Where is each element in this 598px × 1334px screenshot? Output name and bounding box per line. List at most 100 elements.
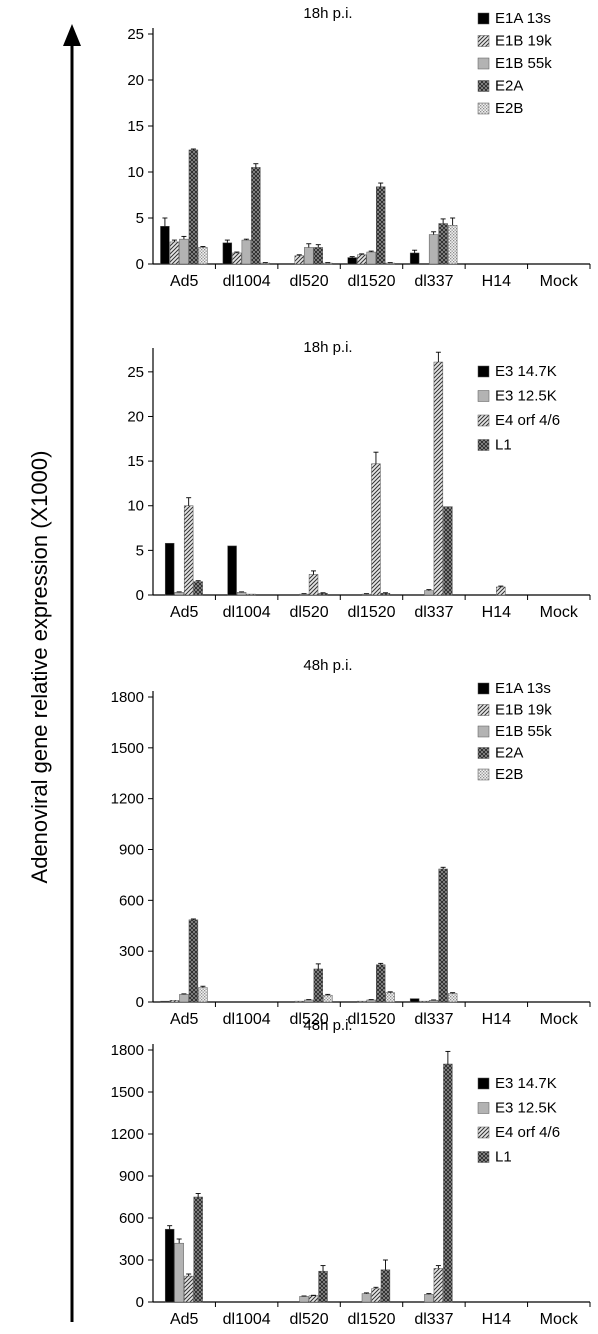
y-tick-label: 0 — [136, 1294, 144, 1311]
bar-l1-ad5 — [193, 1196, 203, 1303]
legend-label: E2A — [495, 78, 523, 95]
bar-e2b-dl337 — [447, 993, 458, 1003]
y-tick-label: 25 — [127, 364, 144, 381]
bar-e2a-dl1520 — [376, 186, 386, 265]
y-arrow-head — [63, 24, 81, 46]
x-tick-label: Ad5 — [170, 1311, 199, 1328]
chart-panel-3: 48h p.i. 0 300 600 900 1200 1500 1800 Ad5 dl1004 d… — [111, 657, 591, 1028]
legend-swatch — [477, 768, 490, 781]
bar-l1-dl1520 — [380, 1269, 391, 1303]
bar-e3-14-7k-dl1004 — [227, 545, 237, 596]
chart-title: 18h p.i. — [303, 339, 352, 356]
legend-swatch — [477, 102, 490, 115]
legend-label: E4 orf 4/6 — [495, 412, 560, 429]
chart-title: 48h p.i. — [303, 657, 352, 674]
x-tick-label: dl520 — [289, 1011, 328, 1028]
x-tick-label: dl1004 — [223, 604, 271, 621]
y-tick-label: 10 — [127, 164, 144, 181]
legend-label: E1A 13s — [495, 680, 551, 697]
y-tick-label: 600 — [119, 1210, 144, 1227]
bar-e1b-19k-dl1004 — [232, 252, 242, 265]
x-tick-label: Mock — [540, 1311, 579, 1328]
bar-l1-dl520 — [318, 1270, 328, 1303]
x-tick-label: Mock — [540, 273, 579, 290]
bar-e4-orf-4-6-dl337 — [433, 1268, 444, 1303]
legend-swatch — [477, 35, 490, 47]
legend-swatch — [477, 414, 490, 427]
y-tick-label: 300 — [119, 1252, 144, 1269]
x-tick-label: Ad5 — [170, 604, 199, 621]
bar-e1b-55k-dl1520 — [366, 999, 376, 1003]
bar-e2b-ad5 — [198, 247, 208, 265]
legend-label: E2A — [495, 745, 523, 762]
y-tick-label: 900 — [119, 1168, 144, 1185]
chart-panel-1: 18h p.i. 0 5 10 15 20 25 Ad5 dl1004 dl520 dl1520 dl… — [127, 5, 591, 290]
legend-swatch — [477, 1077, 490, 1090]
bar-e1b-55k-ad5 — [179, 994, 189, 1003]
x-tick-label: H14 — [482, 1011, 511, 1028]
bar-e2a-dl337 — [438, 223, 448, 265]
legend-label: L1 — [495, 1149, 512, 1166]
bar-e2a-dl337 — [438, 868, 448, 1003]
legend-label: E1B 19k — [495, 33, 552, 50]
x-tick-label: dl1004 — [223, 273, 271, 290]
bar-e1b-55k-dl1520 — [366, 251, 376, 265]
x-tick-label: dl337 — [414, 604, 453, 621]
y-tick-label: 10 — [127, 498, 144, 515]
legend-label: E3 14.7K — [495, 363, 557, 380]
bar-e1b-55k-ad5 — [179, 238, 189, 265]
chart-panel-2: 18h p.i. 0 5 10 15 20 25 Ad5 dl1004 dl520 dl1520 dl… — [127, 339, 591, 621]
legend-label: E3 12.5K — [495, 1100, 557, 1117]
x-tick-label: dl1520 — [347, 604, 395, 621]
bar-e1b-55k-dl520 — [304, 247, 314, 265]
bar-e2b-dl1520 — [385, 262, 395, 265]
y-tick-label: 15 — [127, 453, 144, 470]
y-tick-label: 5 — [136, 542, 144, 559]
bar-e4-orf-4-6-dl337 — [433, 361, 444, 596]
x-tick-label: Mock — [540, 1011, 579, 1028]
bar-e2b-dl520 — [323, 262, 333, 265]
legend-label: E4 orf 4/6 — [495, 1124, 560, 1141]
chart-legend: E3 14.7K E3 12.5K E4 orf 4/6 L1 — [477, 363, 560, 454]
legend-label: E3 12.5K — [495, 388, 557, 405]
bar-e1a-13s-dl337 — [409, 998, 420, 1003]
x-tick-label: Ad5 — [170, 1011, 199, 1028]
bar-e1b-19k-dl520 — [294, 1000, 304, 1003]
legend-swatch — [477, 439, 490, 451]
bar-e1a-13s-ad5 — [160, 226, 170, 265]
bar-e3-12-5k-dl1004 — [236, 592, 247, 596]
x-tick-label: H14 — [482, 273, 511, 290]
bar-e1b-55k-dl337 — [428, 1000, 439, 1003]
x-tick-label: dl520 — [289, 273, 328, 290]
y-tick-label: 20 — [127, 72, 144, 89]
bar-e3-12-5k-ad5 — [174, 1242, 184, 1303]
legend-swatch — [477, 704, 490, 716]
x-tick-label: dl1520 — [347, 273, 395, 290]
bar-e4-orf-4-6-ad5 — [183, 505, 194, 596]
y-axis-label: Adenoviral gene relative expression (X10… — [27, 450, 52, 884]
legend-label: E1B 19k — [495, 702, 552, 719]
y-tick-label: 5 — [136, 210, 144, 227]
bar-e2a-dl520 — [313, 247, 323, 265]
legend-swatch — [477, 1151, 490, 1163]
legend-swatch — [477, 747, 490, 759]
bar-l1-dl1520 — [380, 592, 391, 596]
y-tick-label: 0 — [136, 256, 144, 273]
bar-e4-orf-4-6-dl1520 — [371, 1288, 381, 1303]
bar-e4-orf-4-6-ad5 — [183, 1275, 194, 1303]
bar-e3-12-5k-dl337 — [424, 590, 434, 596]
bar-e4-orf-4-6-h14 — [496, 586, 506, 596]
legend-swatch — [477, 725, 490, 738]
y-tick-label: 900 — [119, 842, 144, 859]
bar-e1b-19k-dl520 — [294, 255, 304, 265]
y-tick-label: 20 — [127, 408, 144, 425]
y-tick-label: 1200 — [111, 791, 144, 808]
legend-swatch — [477, 365, 490, 378]
bar-e2b-ad5 — [198, 987, 208, 1003]
x-tick-label: dl1004 — [223, 1311, 271, 1328]
bar-e1b-19k-dl1520 — [357, 1000, 367, 1003]
x-tick-label: dl1004 — [223, 1011, 271, 1028]
bar-e2a-ad5 — [188, 919, 199, 1003]
x-tick-label: dl520 — [289, 604, 328, 621]
